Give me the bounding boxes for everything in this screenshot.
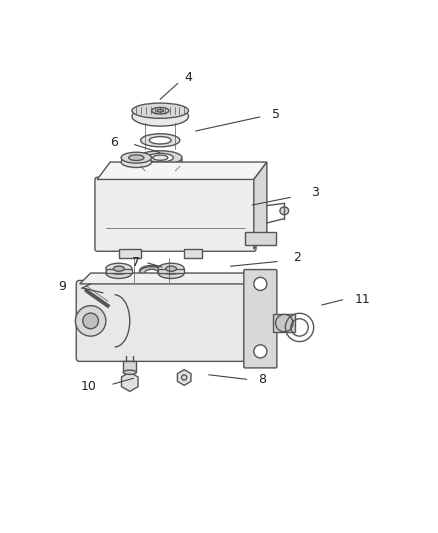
- Text: 5: 5: [272, 108, 279, 120]
- Ellipse shape: [145, 269, 158, 275]
- Ellipse shape: [280, 207, 289, 215]
- Ellipse shape: [149, 136, 171, 144]
- Ellipse shape: [121, 157, 152, 167]
- Ellipse shape: [140, 265, 163, 276]
- Text: 8: 8: [258, 373, 266, 386]
- Ellipse shape: [141, 134, 180, 147]
- Text: 7: 7: [132, 256, 140, 269]
- Ellipse shape: [276, 314, 293, 332]
- FancyBboxPatch shape: [95, 177, 256, 251]
- Bar: [158, 269, 184, 273]
- Bar: [184, 249, 201, 258]
- Ellipse shape: [152, 155, 168, 160]
- Ellipse shape: [132, 107, 188, 126]
- Text: 11: 11: [355, 293, 371, 305]
- Text: 9: 9: [58, 280, 66, 293]
- FancyBboxPatch shape: [76, 280, 266, 361]
- Ellipse shape: [123, 370, 136, 375]
- Circle shape: [83, 313, 99, 329]
- Bar: [106, 269, 132, 273]
- Bar: [273, 314, 295, 332]
- Ellipse shape: [166, 266, 177, 271]
- Text: 6: 6: [111, 136, 119, 149]
- Circle shape: [75, 305, 106, 336]
- Ellipse shape: [132, 103, 188, 118]
- Polygon shape: [262, 273, 273, 358]
- Text: 4: 4: [184, 71, 192, 84]
- FancyBboxPatch shape: [244, 270, 277, 368]
- Polygon shape: [254, 162, 267, 249]
- Text: 3: 3: [311, 186, 319, 199]
- Ellipse shape: [113, 266, 124, 271]
- Ellipse shape: [140, 266, 163, 278]
- Polygon shape: [121, 372, 138, 391]
- Ellipse shape: [129, 155, 144, 160]
- Bar: [245, 232, 276, 245]
- Ellipse shape: [138, 151, 182, 165]
- Polygon shape: [97, 162, 267, 180]
- Text: 2: 2: [293, 251, 301, 264]
- Polygon shape: [177, 370, 191, 385]
- Ellipse shape: [147, 154, 173, 162]
- Bar: [123, 361, 136, 372]
- Ellipse shape: [158, 263, 184, 274]
- Polygon shape: [80, 273, 273, 284]
- Ellipse shape: [138, 153, 182, 167]
- Text: 10: 10: [81, 379, 96, 393]
- Circle shape: [254, 345, 267, 358]
- Ellipse shape: [158, 268, 184, 278]
- Ellipse shape: [106, 268, 132, 278]
- Circle shape: [254, 277, 267, 290]
- Ellipse shape: [106, 263, 132, 274]
- Ellipse shape: [152, 108, 169, 114]
- Ellipse shape: [121, 152, 152, 163]
- Bar: [119, 249, 141, 258]
